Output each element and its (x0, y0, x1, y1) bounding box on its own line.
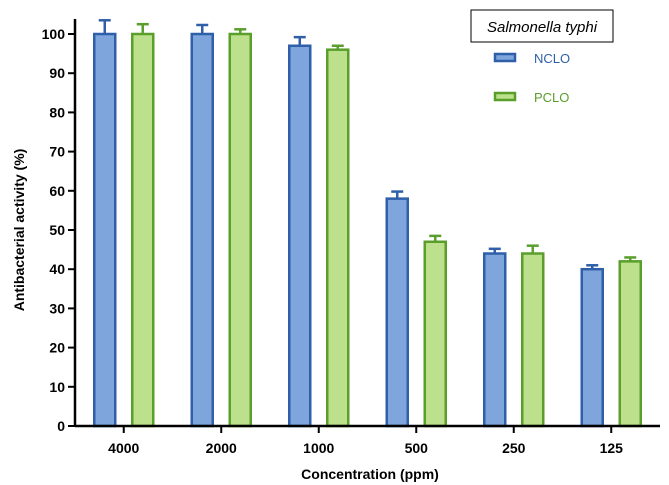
y-tick-label: 40 (49, 261, 65, 277)
y-tick-label: 10 (49, 379, 65, 395)
legend-label: NCLO (534, 51, 570, 66)
y-tick-label: 50 (49, 222, 65, 238)
bar (423, 240, 447, 428)
x-tick-label: 125 (600, 440, 624, 456)
x-tick-label: 4000 (108, 440, 139, 456)
x-tick-label: 250 (502, 440, 526, 456)
x-axis-ticks: 4000 2000 1000 500 250 125 (108, 426, 623, 456)
bar (228, 32, 252, 428)
legend-title: Salmonella typhi (487, 19, 598, 36)
bar (385, 197, 409, 428)
y-tick-label: 0 (57, 418, 65, 434)
y-tick-label: 30 (49, 300, 65, 316)
y-tick-label: 60 (49, 183, 65, 199)
bar (483, 252, 507, 428)
y-tick-label: 100 (42, 26, 66, 42)
bar (326, 48, 350, 428)
y-tick-label: 80 (49, 104, 65, 120)
y-axis-title: Antibacterial activity (%) (11, 149, 27, 312)
bar (190, 32, 214, 428)
bar (521, 252, 545, 428)
y-axis-ticks: 0 10 20 30 40 50 60 70 80 90 100 (42, 26, 75, 434)
bar (580, 267, 604, 428)
y-tick-label: 90 (49, 65, 65, 81)
y-tick-label: 70 (49, 144, 65, 160)
legend: Salmonella typhi NCLO PCLO (470, 9, 614, 105)
x-axis-title: Concentration (ppm) (301, 466, 439, 482)
bar (131, 32, 155, 428)
legend-swatch (493, 52, 517, 63)
bar (288, 44, 312, 428)
legend-title-box (470, 9, 614, 43)
y-tick-label: 20 (49, 340, 65, 356)
x-tick-label: 500 (405, 440, 429, 456)
x-tick-label: 2000 (206, 440, 237, 456)
legend-swatch (493, 91, 517, 102)
legend-label: PCLO (534, 90, 569, 105)
bars (93, 19, 642, 428)
bar (618, 260, 642, 428)
x-tick-label: 1000 (303, 440, 334, 456)
bar (93, 32, 117, 428)
